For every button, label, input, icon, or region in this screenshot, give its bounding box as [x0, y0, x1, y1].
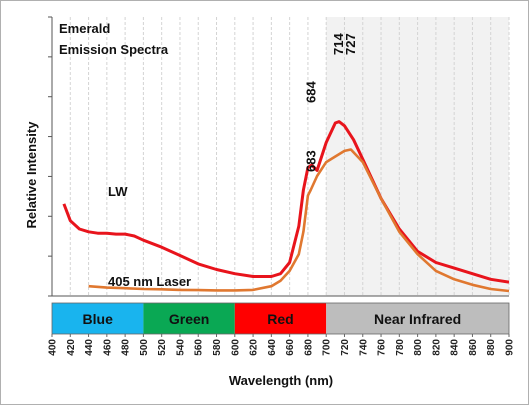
chart-title-line2: Emission Spectra — [59, 42, 169, 57]
x-tick-label: 420 — [66, 339, 77, 356]
band-label-4: Near Infrared — [374, 311, 461, 327]
x-tick-label: 860 — [468, 339, 479, 356]
x-tick-label: 720 — [340, 339, 351, 356]
band-3 — [234, 303, 327, 334]
x-tick-label: 500 — [139, 339, 150, 356]
x-tick-label: 740 — [358, 339, 369, 356]
x-tick-label: 560 — [194, 339, 205, 356]
peak-label-684: 684 — [304, 81, 319, 103]
x-tick-label: 440 — [84, 339, 95, 356]
x-tick-label: 460 — [102, 339, 113, 356]
band-label-2: Green — [169, 311, 209, 327]
band-label-1: Blue — [83, 311, 114, 327]
y-axis-title: Relative Intensity — [24, 121, 39, 229]
x-tick-label: 880 — [486, 339, 497, 356]
x-tick-label: 680 — [303, 339, 314, 356]
band-label-3: Red — [267, 311, 293, 327]
series-label-lw: LW — [108, 184, 128, 199]
band-border — [51, 302, 510, 335]
x-tick-label: 600 — [230, 339, 241, 356]
x-tick-label: 840 — [450, 339, 461, 356]
series-line-2 — [88, 148, 510, 293]
x-tick-label: 700 — [322, 339, 333, 356]
x-tick-label: 780 — [395, 339, 406, 356]
x-tick-label: 900 — [505, 339, 516, 356]
x-tick-label: 480 — [121, 339, 132, 356]
x-tick-label: 820 — [431, 339, 442, 356]
band-4 — [326, 303, 509, 334]
band-2 — [143, 303, 235, 334]
series-label-laser: 405 nm Laser — [108, 274, 191, 289]
x-tick-label: 640 — [267, 339, 278, 356]
x-tick-label: 620 — [249, 339, 260, 356]
x-tick-label: 400 — [48, 339, 59, 356]
peak-label-683: 683 — [304, 150, 319, 172]
x-tick-label: 660 — [285, 339, 296, 356]
chart-title-line1: Emerald — [59, 21, 110, 36]
band-1 — [52, 303, 144, 334]
x-tick-label: 540 — [175, 339, 186, 356]
peak-label-714: 714 — [331, 33, 346, 55]
x-tick-label: 760 — [377, 339, 388, 356]
x-tick-label: 800 — [413, 339, 424, 356]
peak-label-727: 727 — [343, 33, 358, 55]
x-tick-label: 580 — [212, 339, 223, 356]
x-axis-title: Wavelength (nm) — [229, 373, 333, 388]
x-tick-label: 520 — [157, 339, 168, 356]
